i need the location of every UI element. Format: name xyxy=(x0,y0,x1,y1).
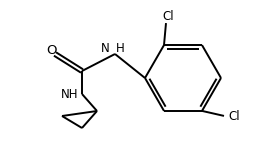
Text: NH: NH xyxy=(61,87,79,100)
Text: O: O xyxy=(46,43,56,56)
Text: Cl: Cl xyxy=(162,10,174,23)
Text: Cl: Cl xyxy=(228,110,240,123)
Text: N: N xyxy=(101,42,110,54)
Text: H: H xyxy=(116,42,125,54)
